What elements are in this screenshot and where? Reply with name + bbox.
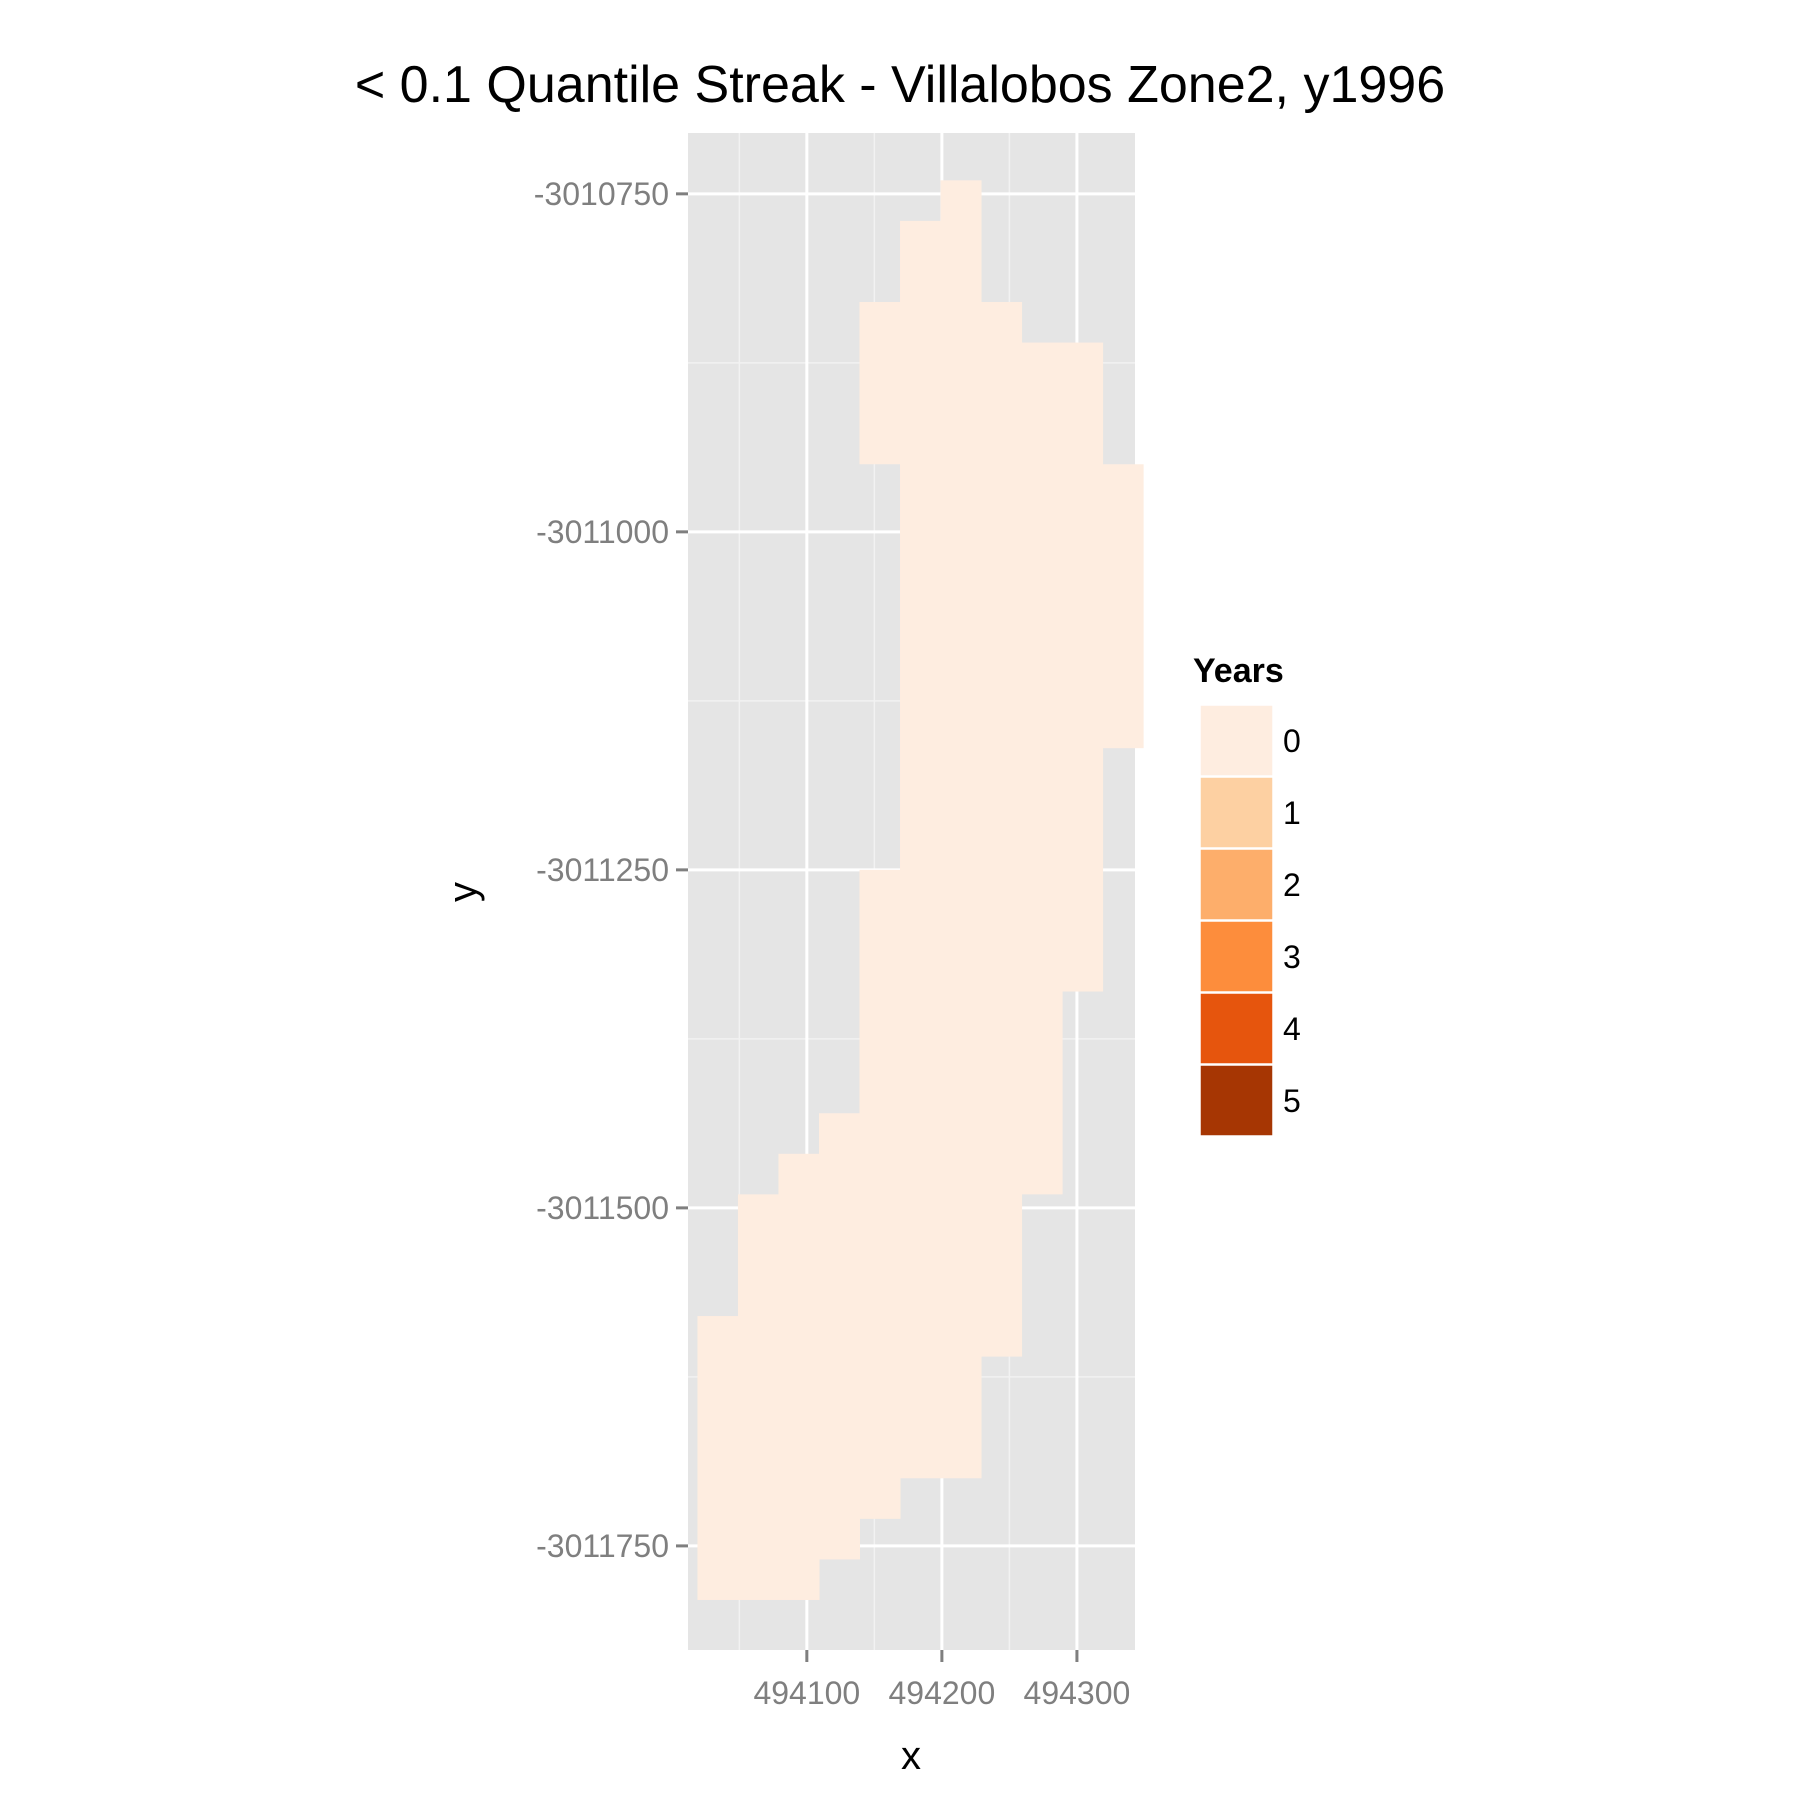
x-axis-title: x bbox=[901, 1734, 921, 1778]
legend: Years 0 1 2 3 4 5 bbox=[1193, 652, 1301, 1137]
y-tick-label: -3011750 bbox=[536, 1528, 669, 1564]
y-tick-label: -3011250 bbox=[536, 852, 669, 888]
legend-key bbox=[1199, 920, 1274, 993]
legend-title: Years bbox=[1193, 652, 1284, 690]
legend-key bbox=[1199, 848, 1274, 921]
heatmap-cell bbox=[737, 1194, 779, 1600]
heatmap-cell bbox=[900, 220, 942, 1479]
y-axis-title: y bbox=[441, 882, 485, 902]
legend-label: 4 bbox=[1283, 1011, 1301, 1047]
chart-title: < 0.1 Quantile Streak - Villalobos Zone2… bbox=[355, 56, 1445, 114]
heatmap-cell bbox=[1062, 342, 1104, 992]
legend-key bbox=[1199, 776, 1274, 849]
legend-label: 5 bbox=[1283, 1083, 1301, 1119]
x-tick-label: 494100 bbox=[753, 1675, 860, 1711]
legend-label: 0 bbox=[1283, 723, 1301, 759]
heatmap-cell bbox=[981, 302, 1023, 1357]
heatmap-cell bbox=[940, 180, 982, 1479]
heatmap-cell bbox=[859, 869, 901, 1519]
legend-key bbox=[1199, 992, 1274, 1065]
x-axis: 494100 494200 494300 bbox=[753, 1650, 1130, 1711]
y-tick-label: -3010750 bbox=[534, 176, 669, 212]
y-axis: -3010750 -3011000 -3011250 -3011500 -3011750 bbox=[534, 176, 688, 1564]
legend-label: 1 bbox=[1283, 795, 1301, 831]
legend-key bbox=[1199, 704, 1274, 777]
heatmap-cell bbox=[818, 1113, 861, 1560]
heatmap-cell bbox=[697, 1316, 739, 1600]
y-tick-label: -3011000 bbox=[536, 514, 669, 550]
heatmap-cell bbox=[859, 302, 901, 465]
heatmap-cell bbox=[778, 1153, 820, 1600]
heatmap-cells bbox=[697, 180, 1144, 1600]
legend-key bbox=[1199, 1064, 1274, 1137]
legend-items: 0 1 2 3 4 5 bbox=[1199, 704, 1301, 1137]
y-tick-label: -3011500 bbox=[536, 1190, 669, 1226]
x-tick-label: 494200 bbox=[888, 1675, 995, 1711]
heatmap-cell bbox=[1102, 464, 1144, 749]
legend-label: 3 bbox=[1283, 939, 1301, 975]
x-tick-label: 494300 bbox=[1024, 1675, 1131, 1711]
heatmap-cell bbox=[1021, 342, 1063, 1195]
legend-label: 2 bbox=[1283, 867, 1301, 903]
